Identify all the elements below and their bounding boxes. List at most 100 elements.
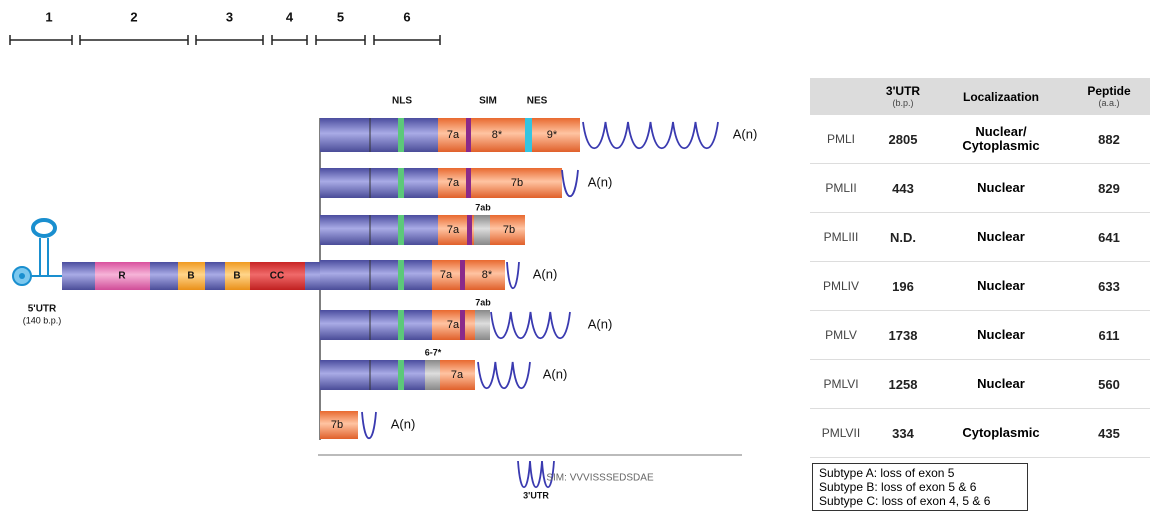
motif-mark: [467, 215, 472, 245]
exon-block: [320, 360, 425, 390]
subtype-line: Subtype A: loss of exon 5: [819, 466, 1021, 480]
cap-icon: [19, 273, 25, 279]
segment-label: 8*: [492, 129, 503, 141]
segment-label: 7b: [503, 224, 515, 236]
localization: Nuclear: [934, 262, 1068, 311]
exon-number: 2: [130, 9, 137, 24]
localization: Cytoplasmic: [934, 409, 1068, 458]
segment-label: 7ab: [475, 297, 491, 307]
utr-wave: [491, 312, 570, 338]
header-text: 3'UTR: [886, 84, 920, 98]
segment-label: 7a: [447, 319, 460, 331]
exon-number: 1: [45, 9, 52, 24]
localization: Nuclear: [934, 311, 1068, 360]
peptide-length: 560: [1068, 360, 1150, 409]
motif-label: NES: [527, 96, 548, 107]
localization: Nuclear: [934, 164, 1068, 213]
stem-loop: [33, 220, 55, 236]
polya-label: A(n): [533, 266, 558, 281]
isoform-name: PMLIV: [810, 262, 872, 311]
isoform-table: 3'UTR(b.p.)LocalizaationPeptide(a.a.)PML…: [810, 78, 1150, 458]
segment-label: 7b: [331, 419, 343, 431]
peptide-length: 435: [1068, 409, 1150, 458]
peptide-length: 633: [1068, 262, 1150, 311]
motif-mark: [466, 168, 471, 198]
motif-mark: [460, 310, 465, 340]
peptide-length: 882: [1068, 115, 1150, 164]
isoform-name: PMLII: [810, 164, 872, 213]
segment-label: 7a: [447, 177, 460, 189]
exon-number: 6: [403, 9, 410, 24]
utr-wave: [562, 170, 578, 196]
utr-wave: [507, 262, 519, 288]
header-cell: [810, 78, 872, 115]
exon-block: [150, 262, 178, 290]
header-unit: (b.p.): [873, 97, 933, 109]
motif-mark: [466, 118, 471, 152]
exon-block: [320, 260, 432, 290]
motif-label: SIM: [479, 96, 497, 107]
nls-mark: [398, 310, 404, 340]
segment-label: 7b: [511, 177, 523, 189]
table-row: PMLIV196Nuclear633: [810, 262, 1150, 311]
utr-length: 334: [872, 409, 934, 458]
utr-length: 1258: [872, 360, 934, 409]
peptide-length: 611: [1068, 311, 1150, 360]
scale-bar: [196, 35, 263, 45]
table-row: PMLVI1258Nuclear560: [810, 360, 1150, 409]
header-text: Localizaation: [963, 90, 1039, 104]
table-row: PMLII443Nuclear829: [810, 164, 1150, 213]
legend-label: 3'UTR: [523, 490, 549, 500]
subtype-line: Subtype B: loss of exon 5 & 6: [819, 480, 1021, 494]
exon-block: [320, 168, 438, 198]
polya-label: A(n): [588, 316, 613, 331]
domain-label: B: [187, 271, 194, 282]
exon-block: [305, 262, 320, 290]
segment-label: 6-7*: [425, 347, 442, 357]
polya-label: A(n): [588, 174, 613, 189]
nls-mark: [398, 360, 404, 390]
utr-label: 5'UTR: [28, 304, 57, 315]
isoform-name: PMLI: [810, 115, 872, 164]
header-cell: 3'UTR(b.p.): [872, 78, 934, 115]
segment-label: 7ab: [475, 202, 491, 212]
localization: Nuclear: [934, 213, 1068, 262]
exon-block: [320, 118, 438, 152]
utr-wave: [478, 362, 530, 388]
nls-mark: [398, 215, 404, 245]
page: 123456RBBCC5'UTR(140 b.p.)NLSSIMNES7a8*9…: [0, 0, 1153, 527]
scale-bar: [374, 35, 440, 45]
nls-mark: [398, 260, 404, 290]
scale-bar: [80, 35, 188, 45]
peptide-length: 641: [1068, 213, 1150, 262]
isoform-name: PMLIII: [810, 213, 872, 262]
scale-bar: [272, 35, 307, 45]
utr-length: N.D.: [872, 213, 934, 262]
isoform-name: PMLV: [810, 311, 872, 360]
motif-label: NLS: [392, 96, 412, 107]
exon-number: 4: [286, 9, 294, 24]
motif-mark: [525, 118, 532, 152]
segment-label: 7a: [451, 369, 464, 381]
utr-wave: [583, 122, 718, 148]
localization: Nuclear/ Cytoplasmic: [934, 115, 1068, 164]
stem-loop: [31, 238, 62, 276]
peptide-length: 829: [1068, 164, 1150, 213]
segment-label: 7a: [440, 269, 453, 281]
polya-label: A(n): [391, 416, 416, 431]
exon-block: [205, 262, 225, 290]
exon-block: [438, 118, 580, 152]
subtype-line: Subtype C: loss of exon 4, 5 & 6: [819, 494, 1021, 508]
header-text: Peptide: [1087, 84, 1130, 98]
exon-block: [62, 262, 95, 290]
polya-label: A(n): [733, 126, 758, 141]
domain-label: R: [118, 271, 126, 282]
exon-block: [320, 310, 432, 340]
domain-label: CC: [270, 271, 284, 282]
exon-block: [474, 215, 490, 245]
